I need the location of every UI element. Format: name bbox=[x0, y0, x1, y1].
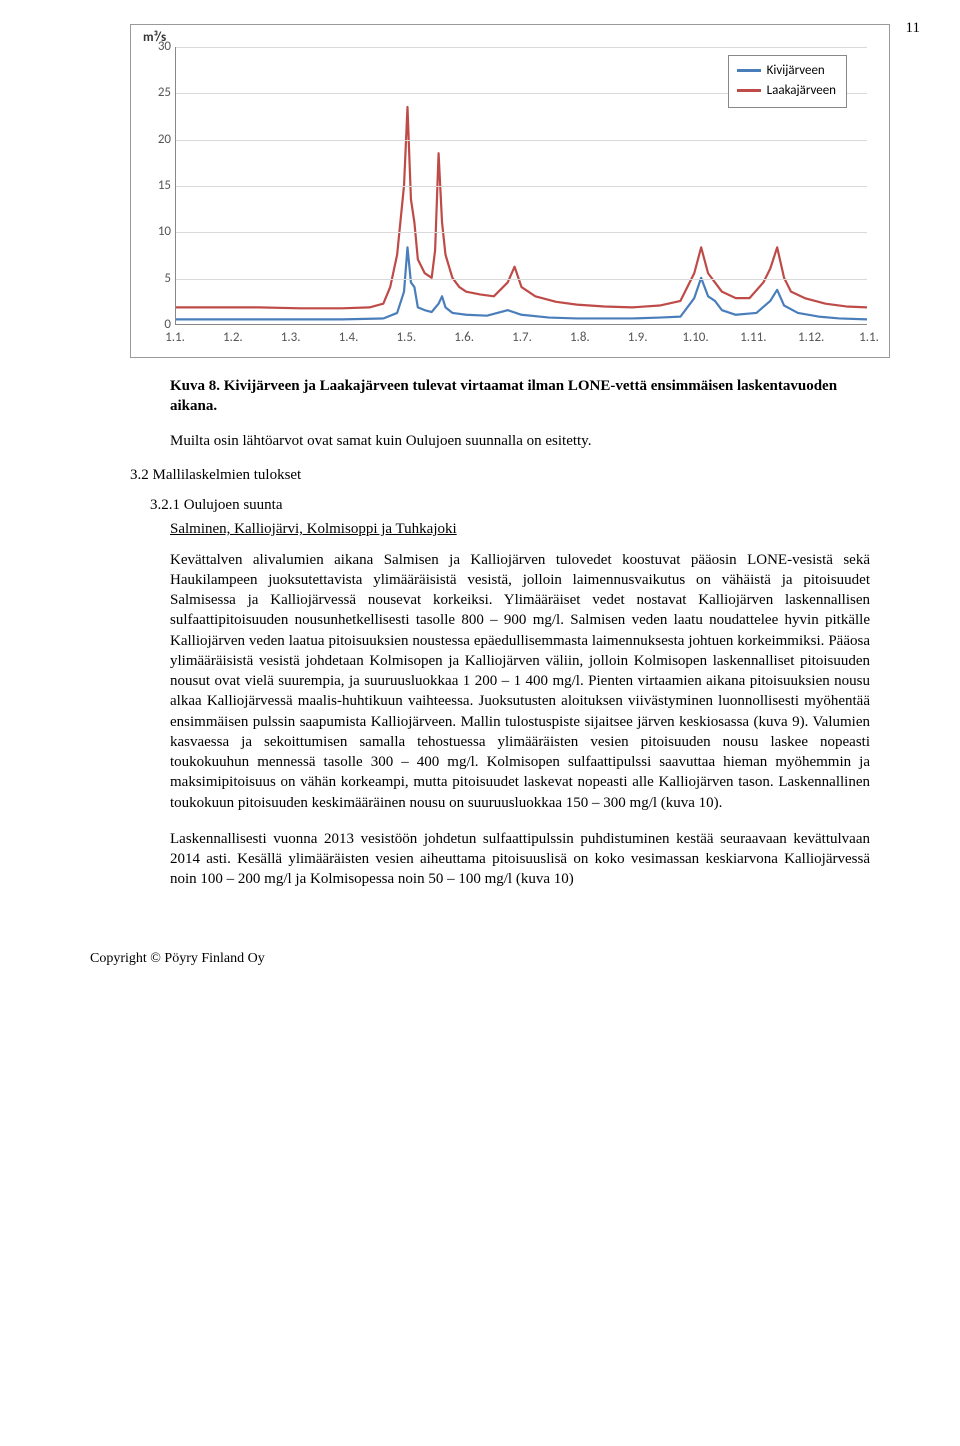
x-tick: 1.8. bbox=[570, 329, 590, 347]
legend-item: Kivijärveen bbox=[737, 62, 836, 80]
legend-label: Kivijärveen bbox=[767, 62, 825, 80]
heading-3-2-1: 3.2.1 Oulujoen suunta bbox=[150, 495, 890, 515]
x-tick: 1.6. bbox=[454, 329, 474, 347]
heading-3-2: 3.2 Mallilaskelmien tulokset bbox=[130, 465, 890, 485]
x-tick: 1.7. bbox=[512, 329, 532, 347]
body-paragraph-2: Laskennallisesti vuonna 2013 vesistöön j… bbox=[170, 829, 870, 890]
y-tick: 15 bbox=[149, 177, 171, 195]
x-tick: 1.11. bbox=[740, 329, 766, 347]
legend-swatch bbox=[737, 89, 761, 92]
legend-item: Laakajärveen bbox=[737, 82, 836, 100]
x-tick: 1.4. bbox=[339, 329, 359, 347]
x-tick: 1.2. bbox=[223, 329, 243, 347]
y-tick: 25 bbox=[149, 85, 171, 103]
x-tick: 1.5. bbox=[396, 329, 416, 347]
y-tick: 30 bbox=[149, 38, 171, 56]
x-tick: 1.10. bbox=[682, 329, 708, 347]
x-tick: 1.3. bbox=[281, 329, 301, 347]
copyright-footer: Copyright © Pöyry Finland Oy bbox=[90, 950, 890, 969]
page-number: 11 bbox=[906, 18, 920, 38]
y-tick: 10 bbox=[149, 224, 171, 242]
flow-chart: m³/s Kivijärveen Laakajärveen 0510152025… bbox=[130, 24, 890, 358]
x-tick: 1.1. bbox=[165, 329, 185, 347]
body-paragraph-1: Kevättalven alivalumien aikana Salmisen … bbox=[170, 550, 870, 813]
x-tick: 1.12. bbox=[798, 329, 824, 347]
y-tick: 20 bbox=[149, 131, 171, 149]
x-tick: 1.9. bbox=[628, 329, 648, 347]
intro-paragraph: Muilta osin lähtöarvot ovat samat kuin O… bbox=[170, 431, 870, 451]
figure-caption: Kuva 8. Kivijärveen ja Laakajärveen tule… bbox=[170, 376, 870, 417]
x-tick: 1.1. bbox=[859, 329, 879, 347]
subheading: Salminen, Kalliojärvi, Kolmisoppi ja Tuh… bbox=[170, 519, 890, 539]
legend-swatch bbox=[737, 69, 761, 72]
y-tick: 5 bbox=[149, 270, 171, 288]
legend-label: Laakajärveen bbox=[767, 82, 836, 100]
chart-legend: Kivijärveen Laakajärveen bbox=[728, 55, 847, 108]
